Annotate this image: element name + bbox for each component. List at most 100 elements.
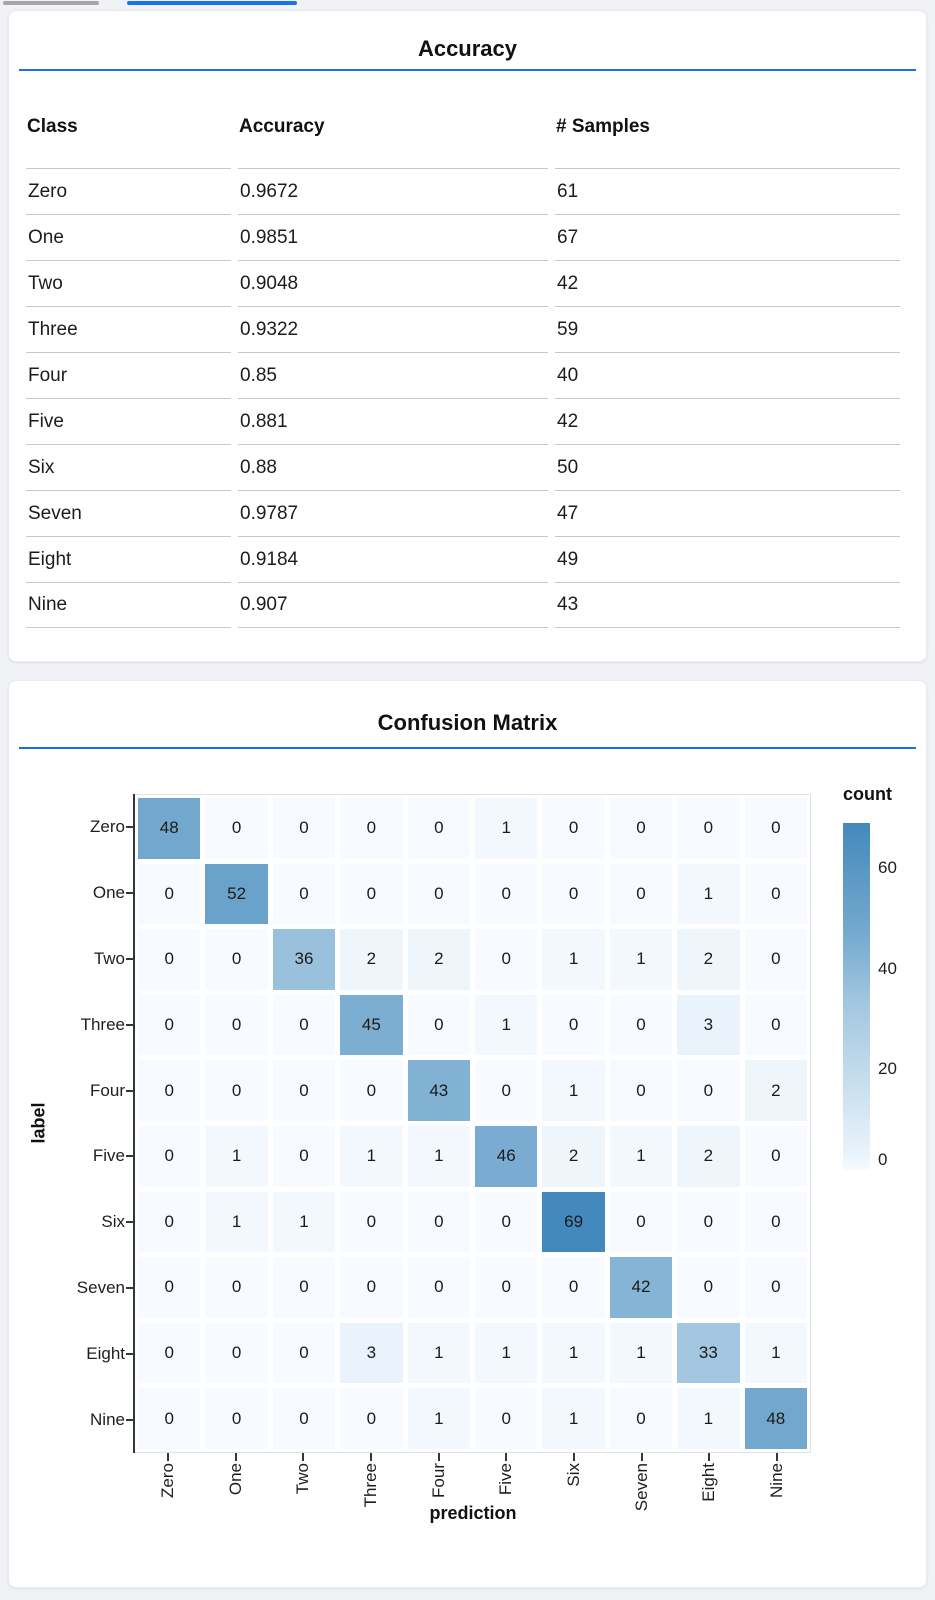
- accuracy-table: Class Accuracy # Samples Zero 0.9672 61 One 0.…: [19, 106, 907, 628]
- heatmap-cell: 0: [407, 1191, 470, 1253]
- y-axis-label-seven: Seven: [76, 1278, 125, 1298]
- heatmap-cell: 0: [744, 1257, 807, 1318]
- heatmap-cell: 1: [407, 1125, 470, 1187]
- tab-indicator-inactive[interactable]: [3, 1, 99, 5]
- confusion-matrix-card: Confusion Matrix label prediction 48 0 0 0 0…: [8, 680, 927, 1588]
- heatmap-cell: 0: [340, 1257, 403, 1318]
- x-axis-tick: [776, 1453, 779, 1461]
- y-axis-tick: [126, 957, 134, 960]
- heatmap-cell: 1: [407, 1388, 470, 1449]
- heatmap-grid: 48 0 0 0 0 1 0 0 0 0 0 52 0 0 0 0 0 0 1 0 0 0 36 2 2 0 1 1 2 0 0 0 0 45 0 1…: [134, 794, 811, 1453]
- x-axis-tick: [708, 1453, 711, 1461]
- heatmap-cell: 2: [542, 1125, 605, 1187]
- heatmap-cell: 0: [744, 929, 807, 990]
- heatmap-cell: 0: [272, 1257, 336, 1318]
- accuracy-card-title: Accuracy: [417, 36, 518, 61]
- cell-class: Nine: [26, 582, 231, 628]
- heatmap-cell: 0: [407, 1257, 470, 1318]
- heatmap-cell: 0: [475, 929, 538, 990]
- heatmap-cell: 0: [609, 1388, 673, 1449]
- table-row: Three 0.9322 59: [26, 306, 900, 352]
- heatmap-cell: 0: [340, 1388, 403, 1449]
- cell-accuracy: 0.9851: [238, 214, 548, 260]
- accuracy-table-header-row: Class Accuracy # Samples: [26, 106, 900, 168]
- y-axis-tick: [126, 1419, 134, 1422]
- heatmap-cell: 1: [677, 1388, 740, 1449]
- heatmap-cell: 0: [542, 863, 605, 925]
- y-axis-label-three: Three: [80, 1014, 125, 1034]
- heatmap-cell: 36: [272, 929, 336, 990]
- table-row: Seven 0.9787 47: [26, 490, 900, 536]
- y-axis-tick: [126, 1023, 134, 1026]
- table-row: One 0.9851 67: [26, 214, 900, 260]
- x-axis-label-text: Four: [428, 1463, 448, 1498]
- heatmap-cell: 0: [138, 1388, 201, 1449]
- heatmap-cell: 0: [744, 863, 807, 925]
- heatmap-cell: 0: [609, 1060, 673, 1121]
- cell-class: Zero: [26, 168, 231, 214]
- heatmap-cell: 1: [542, 929, 605, 990]
- x-axis-label-text: Five: [496, 1463, 516, 1496]
- y-axis-tick: [126, 1287, 134, 1290]
- heatmap-cell: 1: [272, 1191, 336, 1253]
- x-axis-tick: [573, 1453, 576, 1461]
- cell-class: Seven: [26, 490, 231, 536]
- heatmap-cell: 46: [475, 1125, 538, 1187]
- heatmap-cell: 2: [407, 929, 470, 990]
- table-row: Nine 0.907 43: [26, 582, 900, 628]
- heatmap-cell: 1: [677, 863, 740, 925]
- cell-class: Four: [26, 352, 231, 398]
- heatmap-cell: 0: [542, 798, 605, 859]
- legend-tick-label: 40: [878, 958, 897, 978]
- confusion-divider: [19, 747, 916, 749]
- x-axis-tick: [437, 1453, 440, 1461]
- heatmap-cell: 0: [205, 1388, 268, 1449]
- y-axis-tick: [126, 891, 134, 894]
- heatmap-cell: 1: [475, 994, 538, 1056]
- y-axis-label-four: Four: [90, 1080, 125, 1100]
- heatmap-cell: 0: [475, 863, 538, 925]
- table-row: Eight 0.9184 49: [26, 536, 900, 582]
- heatmap-cell: 0: [272, 798, 336, 859]
- heatmap-cell: 0: [138, 1257, 201, 1318]
- heatmap-cell: 2: [340, 929, 403, 990]
- heatmap-cell: 0: [138, 1191, 201, 1253]
- y-axis-tick: [126, 1089, 134, 1092]
- heatmap-cell: 0: [340, 863, 403, 925]
- x-axis-label-text: One: [225, 1463, 245, 1496]
- cell-class: Three: [26, 306, 231, 352]
- x-axis-label-text: Seven: [631, 1463, 651, 1512]
- x-axis-title: prediction: [429, 1503, 517, 1523]
- cell-accuracy: 0.881: [238, 398, 548, 444]
- heatmap-cell: 0: [744, 798, 807, 859]
- heatmap-cell: 0: [407, 798, 470, 859]
- heatmap-cell: 42: [609, 1257, 673, 1318]
- heatmap-cell: 0: [205, 994, 268, 1056]
- column-header-class: Class: [27, 116, 78, 137]
- heatmap-cell: 0: [744, 1191, 807, 1253]
- confusion-card-title: Confusion Matrix: [377, 710, 558, 735]
- cell-accuracy: 0.9322: [238, 306, 548, 352]
- heatmap-cell: 0: [542, 994, 605, 1056]
- x-axis-tick: [234, 1453, 237, 1461]
- heatmap-cell: 1: [542, 1322, 605, 1384]
- heatmap-cell: 1: [205, 1191, 268, 1253]
- heatmap-cell: 0: [677, 798, 740, 859]
- heatmap-cell: 0: [609, 1191, 673, 1253]
- heatmap-cell: 1: [475, 798, 538, 859]
- heatmap-cell: 0: [609, 863, 673, 925]
- heatmap-cell: 0: [744, 1125, 807, 1187]
- tab-indicator-active[interactable]: [127, 1, 297, 5]
- x-axis-label-text: Nine: [767, 1463, 787, 1498]
- column-header-samples: # Samples: [556, 116, 650, 137]
- heatmap-cell: 0: [542, 1257, 605, 1318]
- heatmap-cell: 1: [542, 1388, 605, 1449]
- heatmap-cell: 0: [138, 1322, 201, 1384]
- heatmap-cell: 0: [340, 798, 403, 859]
- heatmap-cell: 1: [340, 1125, 403, 1187]
- heatmap-cell: 0: [475, 1060, 538, 1121]
- heatmap-cell: 1: [744, 1322, 807, 1384]
- heatmap-cell: 2: [744, 1060, 807, 1121]
- heatmap-cell: 0: [272, 1125, 336, 1187]
- heatmap-cell: 52: [205, 863, 268, 925]
